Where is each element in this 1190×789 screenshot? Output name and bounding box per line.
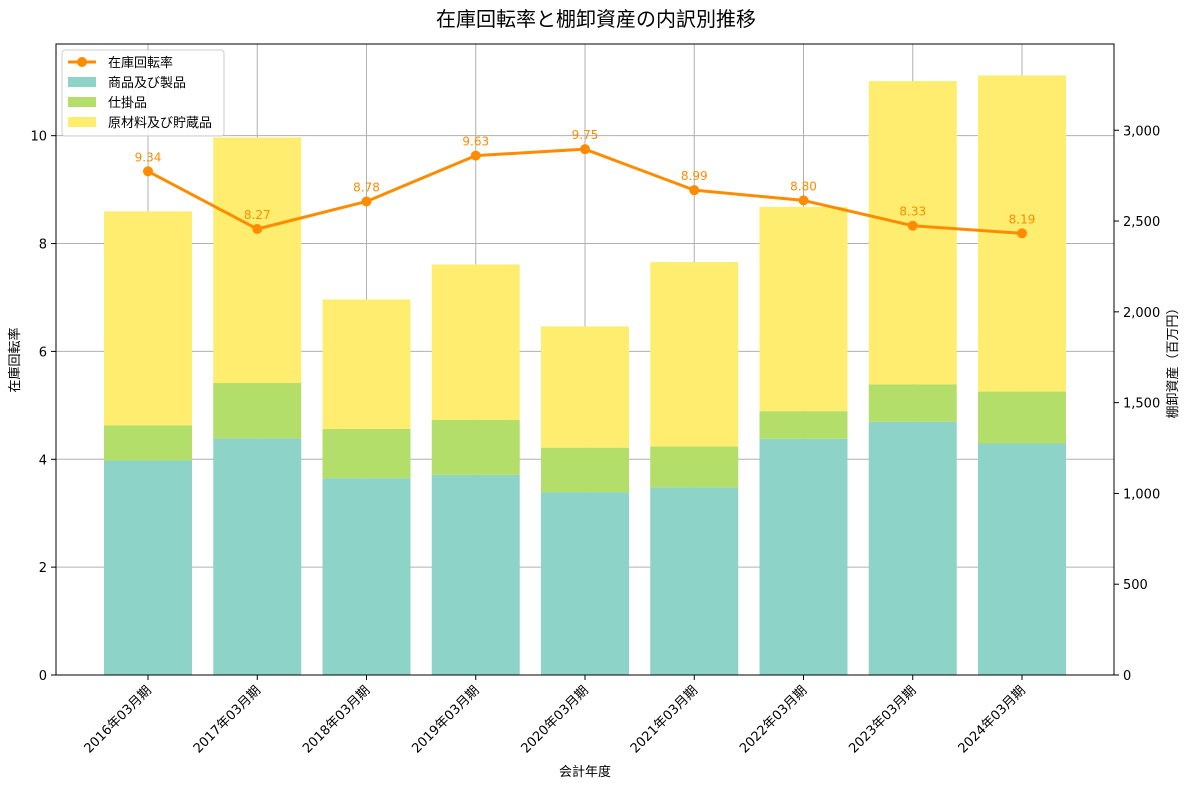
bar-segment bbox=[759, 206, 848, 412]
y-left-tick-label: 8 bbox=[39, 238, 47, 253]
y-left-tick-label: 6 bbox=[39, 345, 47, 360]
line-value-label: 8.78 bbox=[353, 180, 380, 194]
bar-segment bbox=[978, 443, 1066, 675]
legend-line-marker bbox=[77, 57, 87, 67]
y-right-tick-label: 500 bbox=[1123, 578, 1148, 593]
line-value-label: 8.99 bbox=[681, 169, 708, 183]
line-point bbox=[689, 185, 700, 196]
line-point bbox=[470, 150, 481, 161]
bar-segment bbox=[213, 383, 302, 439]
y-right-tick-label: 2,500 bbox=[1123, 215, 1160, 230]
bar-segment bbox=[104, 211, 192, 426]
x-tick-label: 2022年03月期 bbox=[737, 683, 810, 756]
legend-swatch bbox=[68, 77, 96, 87]
line-point bbox=[361, 196, 372, 207]
line-point bbox=[798, 195, 809, 206]
legend-label: 在庫回転率 bbox=[108, 55, 173, 71]
legend-label: 商品及び製品 bbox=[108, 76, 186, 91]
bar-segment bbox=[868, 81, 957, 385]
y-left-tick-label: 2 bbox=[39, 561, 47, 576]
y-right-tick-label: 2,000 bbox=[1123, 306, 1160, 321]
y-right-tick-label: 0 bbox=[1123, 669, 1131, 684]
legend-box bbox=[61, 49, 225, 137]
y-left-tick-label: 4 bbox=[39, 453, 47, 468]
bar-segment bbox=[868, 384, 957, 422]
line-value-label: 8.33 bbox=[899, 205, 926, 219]
x-tick-label: 2024年03月期 bbox=[956, 683, 1029, 756]
x-tick-label: 2017年03月期 bbox=[191, 683, 264, 756]
bar-segment bbox=[541, 326, 629, 448]
line-point bbox=[907, 220, 918, 231]
bar-segment bbox=[650, 446, 739, 488]
line-value-label: 8.27 bbox=[244, 208, 271, 222]
legend-swatch bbox=[68, 117, 96, 127]
line-point bbox=[580, 144, 590, 155]
y-left-tick-label: 10 bbox=[30, 130, 47, 145]
bar-segment bbox=[322, 299, 411, 429]
y-right-tick-label: 1,000 bbox=[1123, 487, 1160, 502]
x-tick-label: 2018年03月期 bbox=[300, 683, 373, 756]
y-right-tick-label: 1,500 bbox=[1123, 397, 1160, 412]
bar-segment bbox=[978, 391, 1066, 444]
bar-segment bbox=[104, 425, 192, 461]
line-point bbox=[1017, 228, 1027, 239]
y-left-tick-label: 0 bbox=[39, 669, 47, 684]
bar-segment bbox=[431, 264, 520, 420]
bar-segment bbox=[213, 137, 302, 384]
y-axis-left-label: 在庫回転率 bbox=[7, 327, 23, 392]
line-value-label: 9.75 bbox=[572, 128, 599, 142]
x-tick-label: 2021年03月期 bbox=[628, 683, 701, 756]
line-value-label: 9.63 bbox=[462, 135, 489, 149]
y-right-tick-label: 3,000 bbox=[1123, 124, 1160, 139]
bar-segment bbox=[759, 438, 848, 675]
bar-segment bbox=[104, 460, 192, 675]
bar-segment bbox=[868, 421, 957, 675]
x-axis-label: 会計年度 bbox=[559, 764, 611, 780]
x-tick-label: 2016年03月期 bbox=[82, 683, 155, 756]
line-series: 9.34 8.27 8.78 9.63 9.75 8.99 8.80 8.33 8.19 bbox=[135, 128, 1036, 239]
line-value-label: 8.19 bbox=[1009, 212, 1036, 226]
bar-segment bbox=[650, 262, 739, 447]
y-axis-right-label: 棚卸資産（百万円） bbox=[1165, 301, 1181, 418]
bar-segment bbox=[759, 411, 848, 439]
bar-segment bbox=[213, 438, 302, 675]
legend-label: 仕掛品 bbox=[108, 96, 147, 111]
line-point bbox=[143, 166, 153, 177]
bar-segment bbox=[541, 447, 629, 493]
x-tick-label: 2019年03月期 bbox=[409, 683, 482, 756]
bar-segment bbox=[431, 474, 520, 675]
chart-title: 在庫回転率と棚卸資産の内訳別推移 bbox=[436, 7, 756, 31]
line-value-label: 8.80 bbox=[790, 179, 817, 193]
x-tick-label: 2023年03月期 bbox=[846, 683, 919, 756]
bar-segment bbox=[322, 478, 411, 675]
line-value-label: 9.34 bbox=[135, 150, 162, 164]
bar-segment bbox=[322, 428, 411, 479]
bar-segment bbox=[431, 419, 520, 475]
bar-segment bbox=[650, 487, 739, 675]
x-tick-label: 2020年03月期 bbox=[519, 683, 592, 756]
legend-swatch bbox=[68, 97, 96, 107]
bar-segment bbox=[541, 492, 629, 675]
line-point bbox=[252, 223, 263, 234]
legend-label: 原材料及び貯蔵品 bbox=[108, 116, 212, 131]
